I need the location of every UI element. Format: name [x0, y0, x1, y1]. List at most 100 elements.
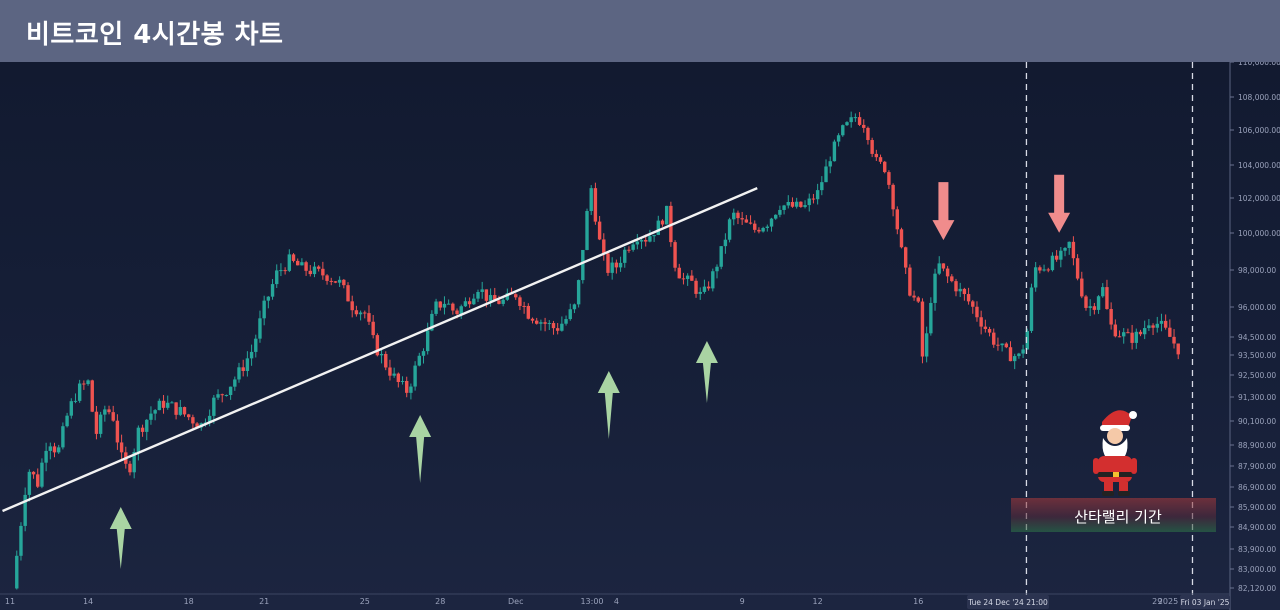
candle-body [895, 209, 899, 230]
candle-body [874, 153, 879, 158]
candle-body [270, 284, 275, 297]
candle-body [1029, 287, 1034, 331]
candle-body [1013, 356, 1017, 362]
candle-body [790, 201, 795, 207]
candle-body [576, 280, 581, 305]
candle-body [57, 447, 61, 453]
candle-body [409, 386, 413, 393]
candle-body [1088, 306, 1092, 308]
candle-body [648, 236, 652, 242]
candle-body [966, 294, 971, 302]
candle-body [1050, 255, 1055, 271]
candle-body [581, 249, 585, 281]
candle-body [627, 249, 631, 251]
candle-body [23, 494, 27, 526]
price-tick-label: 108,000.00 [1238, 93, 1280, 102]
candle-body [425, 330, 430, 352]
candle-body [484, 289, 489, 301]
candle-body [392, 373, 396, 376]
candle-body [983, 326, 988, 330]
time-tick-label: 13:00 [580, 597, 603, 606]
candle-body [1038, 267, 1042, 271]
candle-body [761, 227, 765, 232]
candle-body [220, 394, 224, 396]
candle-body [606, 253, 610, 273]
candle-body [564, 319, 568, 324]
page-title: 비트코인 4시간봉 차트 [26, 20, 284, 50]
time-tick-label: 14 [83, 597, 93, 606]
candle-body [497, 300, 501, 304]
candle-body [44, 450, 48, 463]
candle-body [635, 241, 640, 245]
candle-body [98, 414, 103, 434]
candle-body [975, 306, 979, 318]
candle-body [396, 373, 401, 383]
candle-body [614, 262, 619, 268]
candle-body [1151, 325, 1155, 328]
candle-body [186, 414, 191, 418]
candle-body [908, 267, 912, 296]
price-tick-label: 91,300.00 [1238, 393, 1276, 402]
candle-body [1059, 250, 1063, 260]
candle-body [212, 397, 216, 416]
candle-body [287, 254, 292, 271]
candle-body [681, 278, 686, 280]
candle-body [753, 223, 757, 230]
time-tick-label: Dec [508, 597, 523, 606]
candle-body [727, 219, 732, 240]
candle-body [551, 323, 556, 329]
candle-body [170, 402, 174, 404]
candle-body [216, 394, 220, 398]
candle-body [195, 423, 199, 428]
candle-body [505, 293, 510, 300]
candle-body [639, 239, 644, 242]
time-tick-label: 28 [435, 597, 445, 606]
candle-body [384, 353, 388, 368]
candle-body [300, 262, 304, 266]
candle-body [388, 367, 392, 376]
candlestick-chart[interactable]: 110,000.00 108,000.00 106,000.00 104,000.00… [0, 62, 1280, 610]
santa-rally-band [1011, 498, 1216, 532]
candle-body [518, 297, 522, 306]
annotation-layer: 산타랠리 기간 [1011, 410, 1216, 532]
price-tick-label: 88,900.00 [1238, 441, 1276, 450]
candle-body [841, 125, 845, 136]
candle-body [128, 463, 132, 473]
candle-body [757, 229, 761, 232]
time-tick-label: 18 [184, 597, 194, 606]
candle-body [371, 321, 375, 336]
chart-area[interactable]: 110,000.00 108,000.00 106,000.00 104,000.00… [0, 62, 1280, 610]
price-tick-label: 82,120.00 [1238, 584, 1276, 593]
candle-body [333, 281, 338, 283]
candle-body [254, 338, 258, 352]
candle-body [262, 300, 266, 319]
candle-body [807, 198, 811, 206]
candle-body [824, 166, 828, 183]
candle-body [1054, 255, 1059, 260]
candle-body [15, 555, 19, 589]
candle-body [241, 367, 245, 371]
candle-body [90, 380, 94, 412]
crosshair-date-end: Fri 03 Jan '25 [1181, 598, 1230, 607]
candle-body [342, 279, 346, 286]
time-tick-label: 11 [5, 597, 15, 606]
support-trendline [2, 186, 758, 513]
candle-body [916, 297, 920, 302]
candle-body [815, 190, 820, 200]
candle-body [296, 260, 300, 266]
candle-body [866, 127, 870, 141]
candle-body [363, 312, 367, 314]
candle-body [430, 313, 434, 331]
candle-body [161, 400, 166, 408]
price-tick-label: 93,500.00 [1238, 351, 1276, 360]
candle-body [1126, 332, 1130, 334]
candle-body [31, 471, 36, 475]
candle-body [19, 525, 23, 556]
candle-body [664, 205, 669, 225]
candle-body [153, 410, 157, 414]
price-axis: 110,000.00 108,000.00 106,000.00 104,000.00… [1229, 62, 1280, 610]
candle-body [782, 205, 786, 210]
candle-body [723, 239, 728, 247]
candle-body [1004, 343, 1009, 348]
candle-body [593, 188, 598, 222]
